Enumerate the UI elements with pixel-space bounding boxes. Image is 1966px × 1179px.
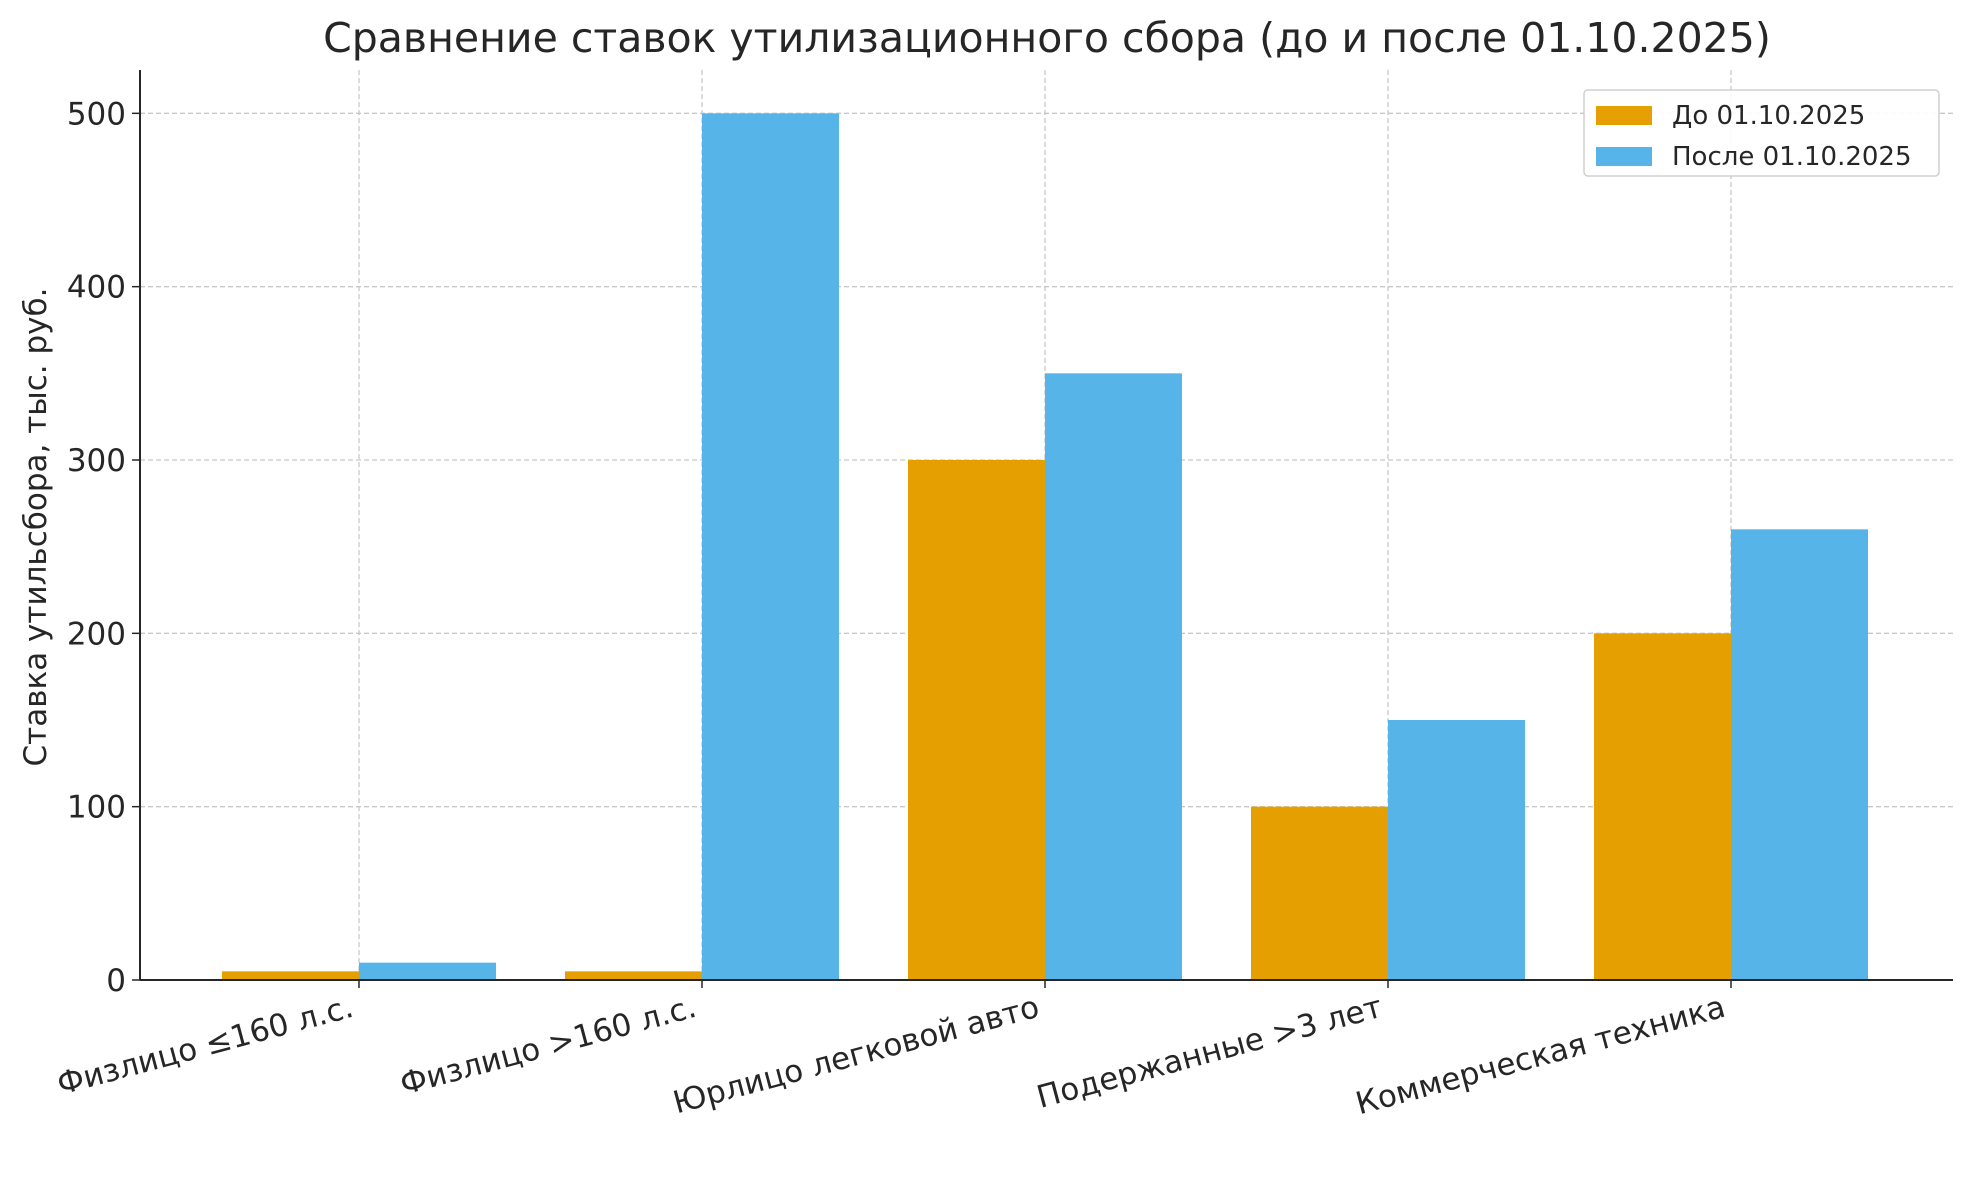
bars (222, 113, 1868, 981)
legend-swatch (1596, 106, 1652, 125)
x-tick-label: Подержанные >3 лет (1033, 989, 1386, 1116)
y-tick-label: 100 (67, 790, 126, 826)
legend-swatch (1596, 147, 1652, 166)
x-tick-label: Физлицо ≤160 л.с. (53, 989, 357, 1103)
y-tick-label: 400 (67, 270, 126, 306)
x-ticks: Физлицо ≤160 л.с. Физлицо >160 л.с.Юрлицо… (53, 980, 1732, 1122)
bar-before (222, 971, 359, 980)
y-ticks: 0 100 200 300 400 500 (67, 96, 140, 999)
x-tick-label: Физлицо >160 л.с. (396, 989, 700, 1103)
bar-before (565, 971, 702, 980)
bar-after (359, 962, 496, 980)
bar-before (1594, 633, 1731, 980)
legend-label: После 01.10.2025 (1672, 142, 1912, 172)
x-tick-label: Юрлицо легковой авто (669, 989, 1043, 1121)
chart-title: Сравнение ставок утилизационного сбора (… (323, 14, 1771, 62)
axes (139, 70, 1953, 981)
x-tick-label: Коммерческая техника (1352, 989, 1729, 1122)
bar-before (1251, 806, 1388, 980)
bar-after (1731, 529, 1868, 980)
bar-before (908, 460, 1045, 980)
bar-after (1045, 373, 1182, 980)
bar-after (1388, 720, 1525, 980)
y-axis-label: Ставка утильсбора, тыс. руб. (18, 288, 54, 767)
y-tick-label: 500 (67, 96, 126, 132)
legend: До 01.10.2025 После 01.10.2025 (1583, 89, 1940, 177)
legend-label: До 01.10.2025 (1672, 101, 1865, 131)
y-tick-label: 300 (67, 443, 126, 479)
legend-frame (1583, 89, 1940, 177)
bar-after (702, 113, 839, 981)
y-tick-label: 0 (106, 963, 126, 999)
y-tick-label: 200 (67, 616, 126, 652)
